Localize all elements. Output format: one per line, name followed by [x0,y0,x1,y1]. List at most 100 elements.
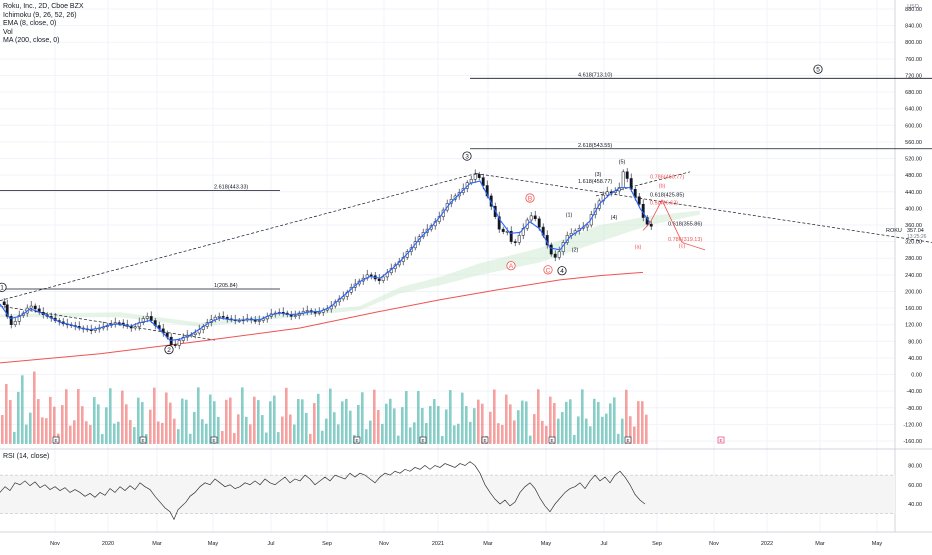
wave-label: 4 [560,268,564,275]
volume-bar [113,423,116,444]
volume-bar [145,434,148,444]
volume-bar [505,394,508,444]
ma200-path [0,271,644,364]
candle-body [13,321,17,325]
volume-bar [157,421,160,444]
candle-body [29,305,33,309]
volume-bar [461,392,464,444]
volume-bar [269,401,272,444]
volume-bar [525,401,528,444]
volume-bar [545,425,548,444]
volume-bar [193,411,196,444]
volume-bar [253,396,256,444]
volume-bar [613,397,616,444]
rsi-legend[interactable]: RSI (14, close) [3,453,50,460]
legend-ema[interactable]: EMA (8, close, 0) [3,20,57,28]
volume-bar [201,419,204,444]
volume-bar [133,427,136,444]
candle-body [5,304,9,317]
candle-body [481,177,485,186]
dividend-marker [353,436,361,444]
volume-bar [105,407,108,444]
y-tick-label: 760.00 [905,57,922,63]
volume-bar [141,401,144,444]
volume-bar [509,404,512,444]
y-tick-label: -80.00 [906,406,922,412]
candle-body [2,301,6,306]
y-tick-label: 640.00 [905,107,922,113]
volume-bar [497,423,500,444]
fib-label: 4.618(713.10) [578,72,612,78]
volume-bar [437,406,440,444]
volume-bar [289,414,292,444]
volume-bar [109,388,112,444]
volume-bar [241,387,244,444]
x-tick-label: May [541,541,552,547]
volume-bar [41,417,44,444]
wave-marker [506,261,516,271]
legend-symbol[interactable]: Roku, Inc., 2D, Cboe BZX [3,3,84,10]
currency-label: USD [907,4,919,10]
fib-levels: 2.618(443.33) 1(205.84) 4.618(713.10) 2.618… [0,72,932,290]
y-tick-label: -160.00 [903,439,922,445]
y-tick-label: 320.00 [905,240,922,246]
volume-bar [13,431,16,444]
volume-bar [325,418,328,444]
ticker-price: 357.04 [907,228,924,234]
candle-body [509,230,513,242]
volume-bar [473,408,476,444]
legend: Roku, Inc., 2D, Cboe BZX Ichimoku (9, 26… [3,3,84,46]
volume-bar [85,421,88,444]
x-tick-label: Sep [652,541,662,547]
volume-bar [361,392,364,444]
candle-body [261,318,265,321]
rsi-tick-label: 40.00 [908,502,922,508]
volume-bar [181,398,184,444]
wave-label: (1) [566,213,573,219]
legend-ma200[interactable]: MA (200, close, 0) [3,37,60,45]
volume-bar [333,412,336,444]
candle-body [377,278,381,281]
volume-bar [61,405,64,444]
volume-bar [417,391,420,444]
legend-vol[interactable]: Vol [3,28,13,36]
volume-bar [297,399,300,444]
fib-label: 0.618(355.86) [668,222,702,228]
volume-bar [633,426,636,444]
wave-label: B [528,195,532,202]
wave-marker [813,64,823,74]
rsi-pane: 80.00 60.00 40.00 [0,461,922,521]
volume-bar [233,433,236,444]
x-tick-label: Nov [709,541,719,547]
volume-bar [469,421,472,444]
volume-bar [377,409,380,444]
candle-body [369,274,373,277]
wave-label: 1 [0,285,4,292]
volume-bar [501,424,504,444]
rsi-line [0,461,646,521]
volume-bar [301,399,304,444]
volume-bar [637,401,640,444]
ema-path [0,180,651,342]
volume-bar [425,423,428,444]
volume-bar [385,403,388,444]
legend-ichimoku[interactable]: Ichimoku (9, 26, 52, 26) [3,11,77,19]
y-tick-label: 600.00 [905,123,922,129]
volume-bar [357,405,360,444]
dividend-marker [52,436,60,444]
volume-bar [229,397,232,444]
volume-bar [161,422,164,444]
candle-body [193,332,197,335]
y-tick-label: 520.00 [905,157,922,163]
volume-bar [549,396,552,444]
projection-line [642,199,706,251]
candle-body [293,315,297,317]
volume-bar [401,407,404,444]
candle-body [497,216,501,230]
volume-bar [537,389,540,444]
volume-bar [169,402,172,444]
volume-bar [81,406,84,444]
candle-body [529,215,533,221]
y-tick-label: 120.00 [905,323,922,329]
